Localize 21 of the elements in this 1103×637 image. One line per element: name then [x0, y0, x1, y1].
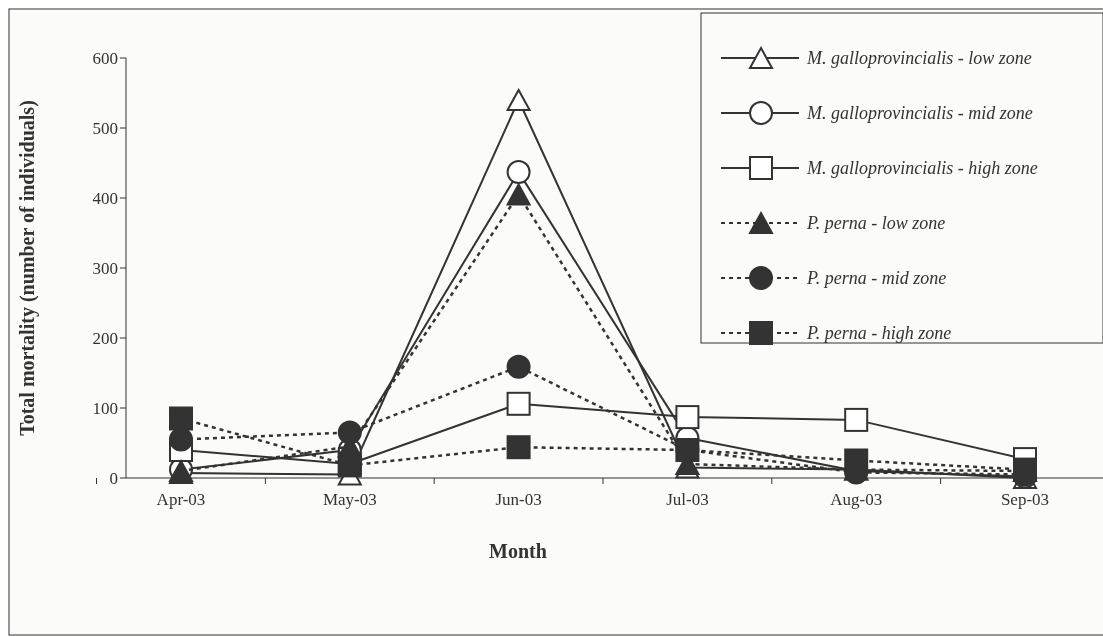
y-tick-label: 500	[92, 118, 118, 138]
y-tick-label: 300	[92, 258, 118, 278]
x-tick-label: Apr-03	[156, 490, 206, 509]
x-tick-label: Jul-03	[666, 490, 709, 509]
legend-label: M. galloprovincialis - high zone	[806, 158, 1038, 179]
x-axis-title: Month	[489, 540, 547, 562]
legend-label: M. galloprovincialis - low zone	[806, 48, 1032, 69]
legend-label: P. perna - low zone	[806, 213, 946, 234]
y-tick-label: 100	[92, 398, 118, 418]
y-axis-title: Total mortality (number of individuals)	[16, 100, 39, 436]
y-tick-label: 0	[109, 468, 118, 488]
legend-label: M. galloprovincialis - mid zone	[806, 103, 1033, 124]
y-tick-label: 600	[92, 48, 118, 68]
y-tick-label: 400	[92, 188, 118, 208]
x-tick-label: Aug-03	[830, 490, 883, 509]
y-tick-label: 200	[92, 328, 118, 348]
legend-label: P. perna - high zone	[806, 323, 952, 344]
x-tick-label: May-03	[322, 490, 377, 509]
x-tick-label: Jun-03	[495, 490, 542, 509]
legend-label: P. perna - mid zone	[806, 268, 947, 289]
x-tick-label: Sep-03	[1000, 490, 1050, 509]
